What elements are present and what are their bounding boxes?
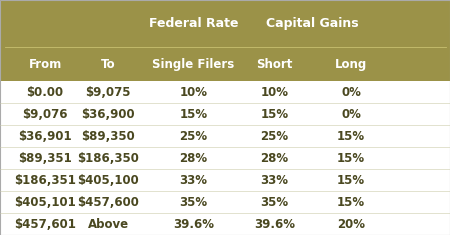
Bar [0,47,450,81]
Text: 35%: 35% [180,196,207,208]
Text: $9,076: $9,076 [22,108,68,121]
Text: Above: Above [87,218,129,231]
Text: 33%: 33% [180,173,207,187]
Text: $186,351: $186,351 [14,173,76,187]
Text: $9,075: $9,075 [85,86,131,98]
Text: $405,100: $405,100 [77,173,139,187]
Text: 35%: 35% [261,196,288,208]
Text: $89,351: $89,351 [18,152,72,164]
Text: 0%: 0% [341,86,361,98]
Text: 39.6%: 39.6% [254,218,295,231]
Text: 15%: 15% [180,108,207,121]
Text: 33%: 33% [261,173,288,187]
Text: 15%: 15% [337,196,365,208]
Text: 15%: 15% [337,173,365,187]
Text: $186,350: $186,350 [77,152,139,164]
Text: 28%: 28% [261,152,288,164]
Text: Short: Short [256,58,292,70]
Text: 15%: 15% [337,129,365,143]
Text: Federal Rate: Federal Rate [149,17,238,30]
Text: 25%: 25% [261,129,288,143]
Text: $457,600: $457,600 [77,196,139,208]
Text: Long: Long [335,58,367,70]
Text: Single Filers: Single Filers [153,58,234,70]
Text: 39.6%: 39.6% [173,218,214,231]
Bar [0,0,450,47]
Text: 15%: 15% [261,108,288,121]
Text: 10%: 10% [261,86,288,98]
Text: 0%: 0% [341,108,361,121]
Text: $36,901: $36,901 [18,129,72,143]
Text: 25%: 25% [180,129,207,143]
Text: $457,601: $457,601 [14,218,76,231]
Text: 15%: 15% [337,152,365,164]
Text: To: To [101,58,115,70]
Text: Capital Gains: Capital Gains [266,17,359,30]
Text: 20%: 20% [337,218,365,231]
Text: $0.00: $0.00 [27,86,63,98]
Text: 10%: 10% [180,86,207,98]
Text: $36,900: $36,900 [81,108,135,121]
Text: $89,350: $89,350 [81,129,135,143]
Text: $405,101: $405,101 [14,196,76,208]
Text: From: From [28,58,62,70]
Text: 28%: 28% [180,152,207,164]
